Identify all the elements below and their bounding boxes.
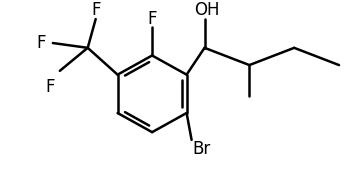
Text: OH: OH [194,1,219,20]
Text: F: F [36,34,46,52]
Text: F: F [147,10,157,28]
Text: F: F [45,78,55,96]
Text: F: F [91,1,100,20]
Text: Br: Br [192,140,211,158]
